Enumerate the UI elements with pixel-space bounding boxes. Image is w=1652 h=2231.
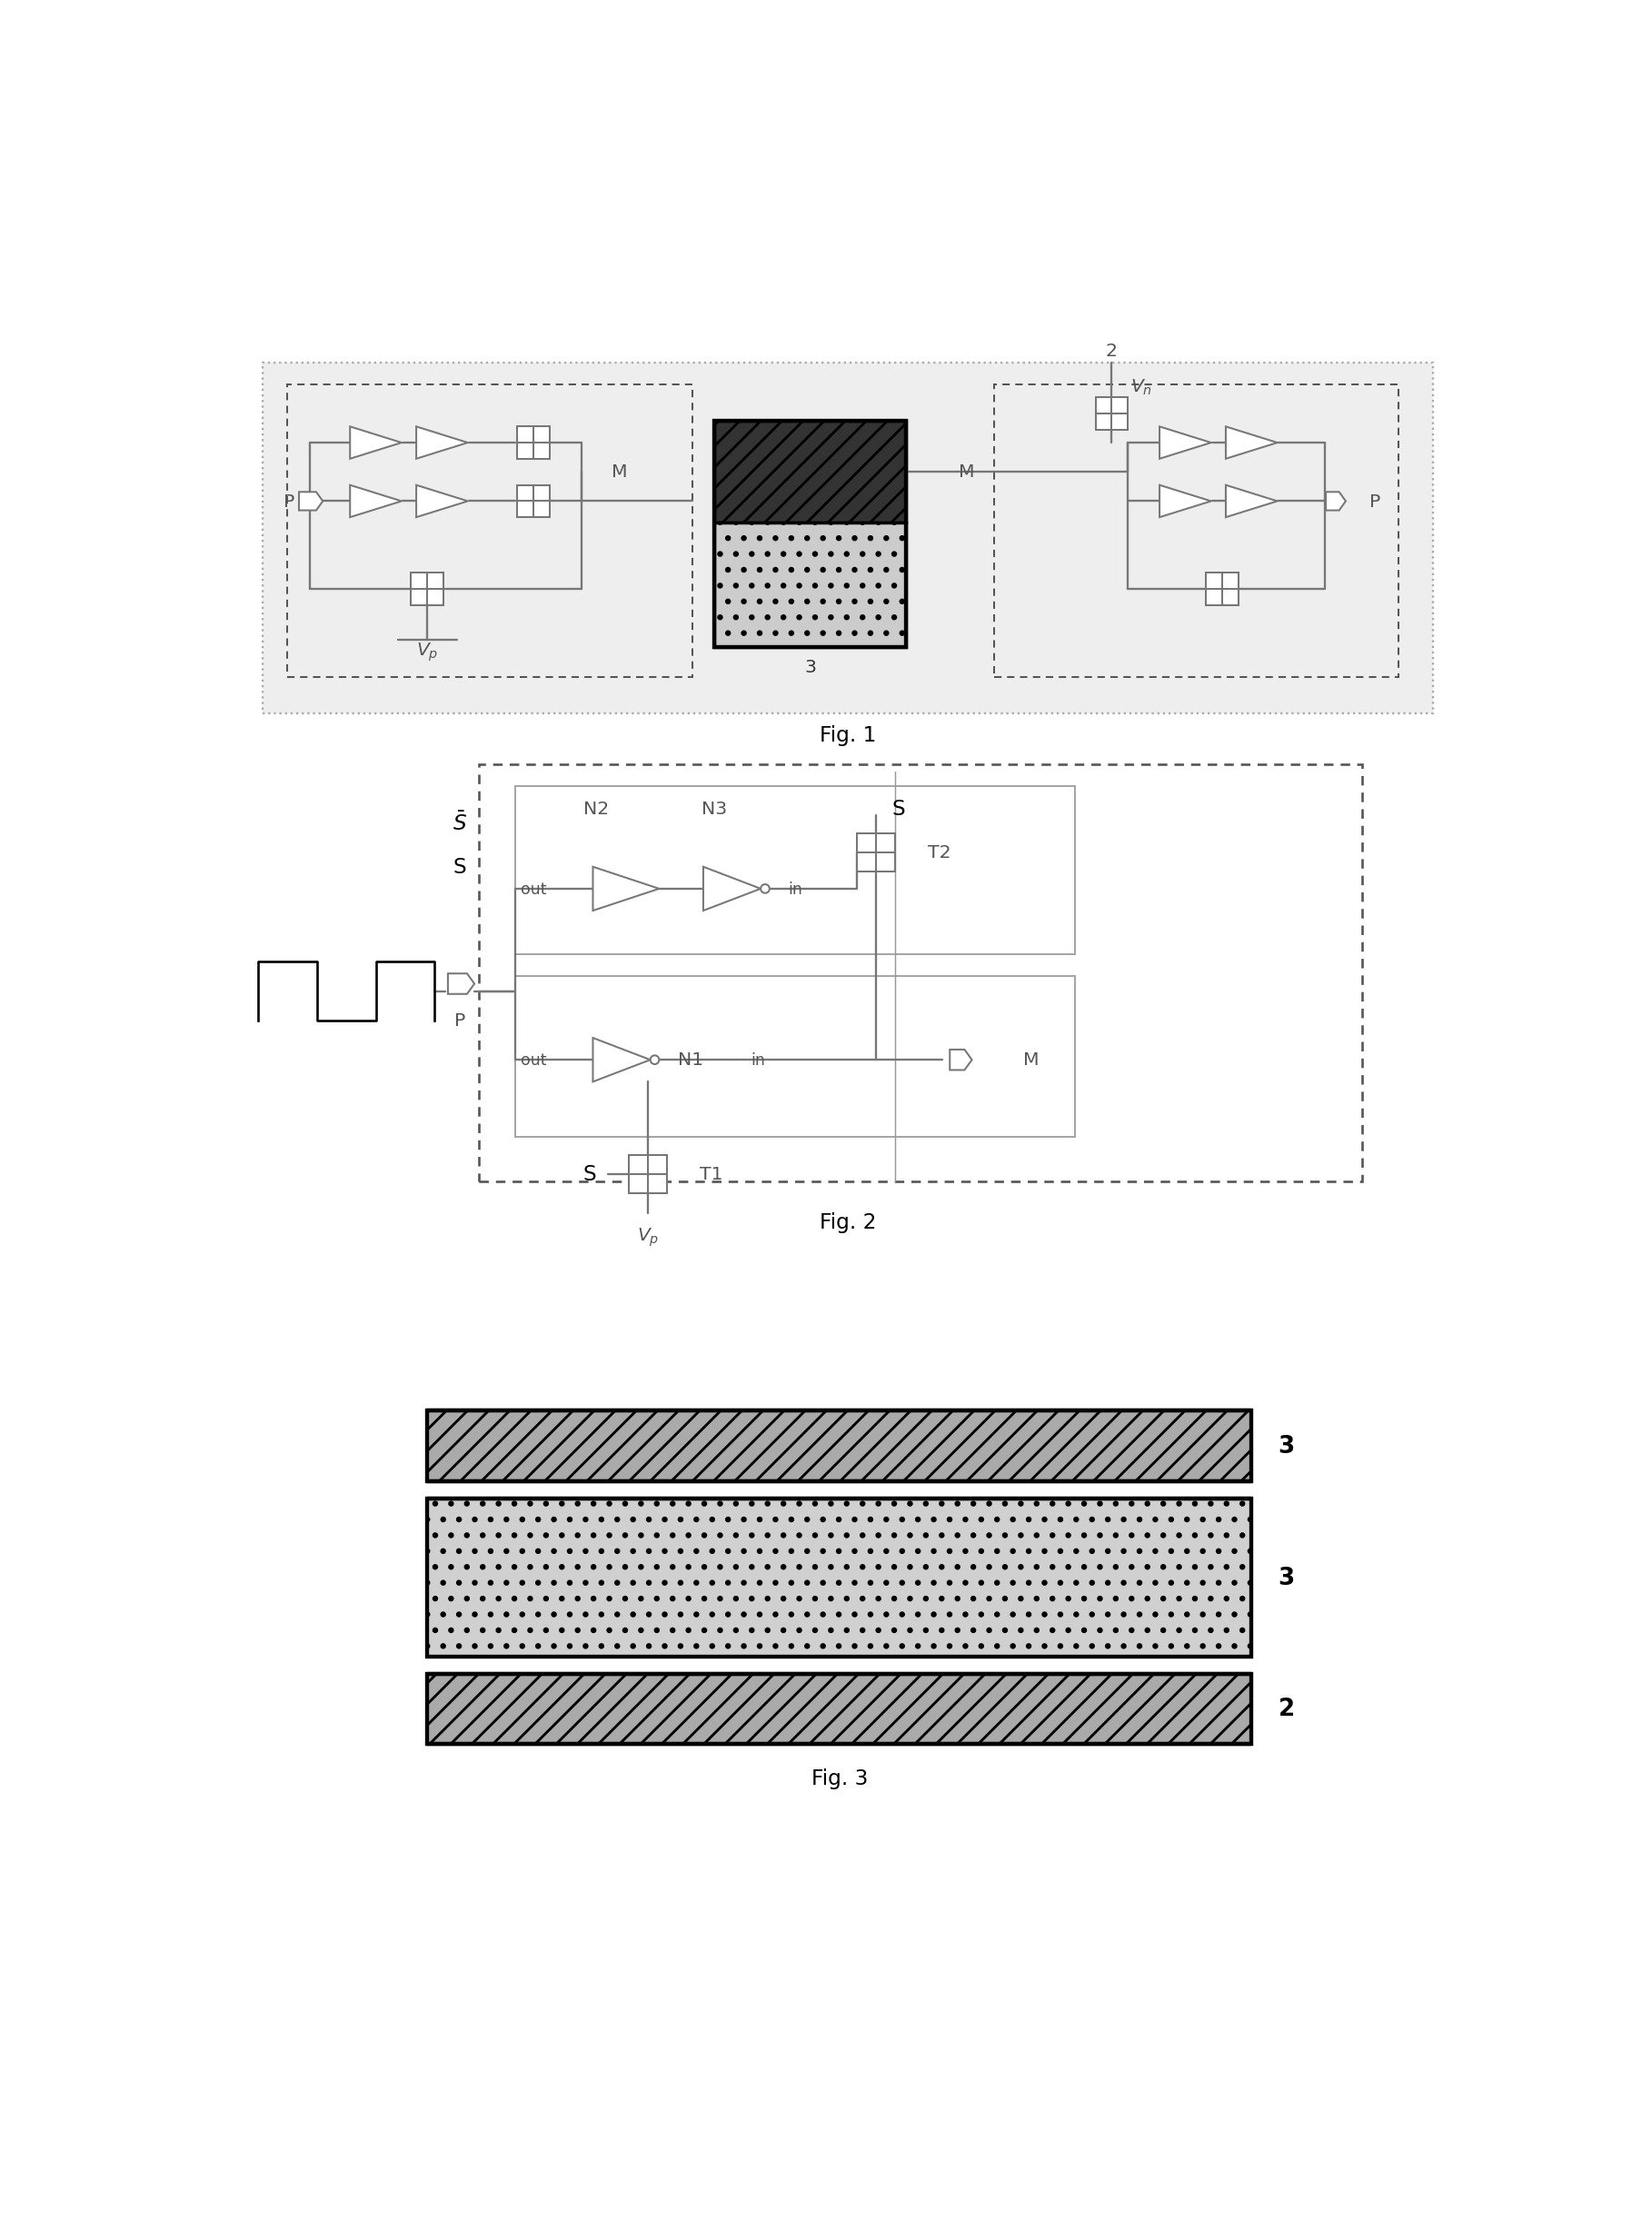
- Text: out: out: [520, 1053, 547, 1069]
- Polygon shape: [1226, 426, 1277, 460]
- Polygon shape: [1160, 426, 1211, 460]
- Bar: [515, 788, 1075, 955]
- Bar: [515, 977, 1075, 1138]
- Bar: [428, 1410, 1251, 1481]
- Circle shape: [760, 886, 770, 892]
- Text: N1: N1: [677, 1051, 704, 1069]
- Text: 3: 3: [805, 658, 816, 676]
- Polygon shape: [299, 493, 322, 511]
- Bar: [411, 573, 443, 605]
- Text: 3: 3: [1279, 1435, 1295, 1457]
- Text: $\bar{S}$: $\bar{S}$: [453, 812, 468, 834]
- Polygon shape: [950, 1051, 971, 1071]
- Bar: [428, 1673, 1251, 1745]
- Bar: [857, 834, 895, 872]
- Polygon shape: [416, 486, 468, 518]
- Text: 2: 2: [1105, 341, 1117, 359]
- Bar: [629, 1156, 667, 1194]
- Text: out: out: [520, 881, 547, 897]
- Text: M: M: [611, 464, 628, 482]
- Polygon shape: [448, 975, 474, 995]
- Polygon shape: [1226, 486, 1277, 518]
- Bar: [517, 486, 550, 518]
- Text: N3: N3: [702, 801, 727, 817]
- Text: $V_p$: $V_p$: [416, 640, 438, 663]
- Bar: [714, 422, 905, 647]
- Polygon shape: [593, 1037, 651, 1082]
- Text: T1: T1: [699, 1165, 722, 1182]
- Polygon shape: [416, 426, 468, 460]
- Text: P: P: [1370, 493, 1381, 511]
- Text: S: S: [892, 799, 905, 819]
- Text: P: P: [284, 493, 294, 511]
- Text: M: M: [958, 464, 975, 482]
- Text: $V_n$: $V_n$: [1130, 377, 1151, 397]
- Bar: [479, 765, 1361, 1182]
- Polygon shape: [1325, 493, 1345, 511]
- Polygon shape: [704, 868, 760, 910]
- Text: N2: N2: [583, 801, 610, 817]
- Text: 2: 2: [1279, 1698, 1295, 1720]
- Text: in: in: [752, 1053, 765, 1069]
- Text: S: S: [583, 1165, 596, 1185]
- Text: S: S: [453, 857, 466, 877]
- Polygon shape: [350, 426, 401, 460]
- Text: T2: T2: [927, 843, 952, 861]
- Text: Fig. 2: Fig. 2: [819, 1211, 877, 1234]
- Bar: [428, 1499, 1251, 1658]
- Bar: [517, 426, 550, 460]
- Bar: [1206, 573, 1237, 605]
- Text: Fig. 1: Fig. 1: [819, 725, 877, 745]
- Text: M: M: [1023, 1051, 1039, 1069]
- Text: 3: 3: [1279, 1566, 1295, 1588]
- Text: in: in: [788, 881, 803, 897]
- Text: P: P: [454, 1013, 466, 1028]
- Bar: [714, 422, 905, 524]
- Bar: [995, 384, 1399, 676]
- Bar: [714, 524, 905, 647]
- Polygon shape: [593, 868, 659, 910]
- Bar: [1095, 397, 1128, 431]
- Text: Fig. 3: Fig. 3: [811, 1767, 867, 1789]
- Bar: [263, 364, 1432, 714]
- Circle shape: [651, 1055, 659, 1064]
- Bar: [287, 384, 692, 676]
- Text: $V_p$: $V_p$: [638, 1225, 659, 1247]
- Polygon shape: [1160, 486, 1211, 518]
- Polygon shape: [350, 486, 401, 518]
